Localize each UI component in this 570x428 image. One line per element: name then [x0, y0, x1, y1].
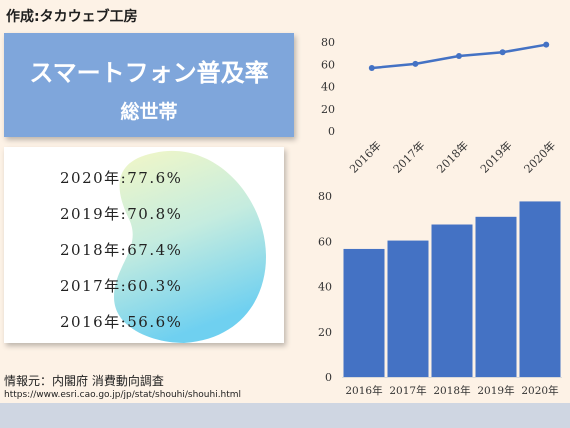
bar	[343, 248, 385, 377]
y-tick-label: 0	[325, 371, 332, 384]
bar	[475, 216, 517, 377]
x-tick-label: 2017年	[389, 384, 426, 397]
y-tick-label: 0	[328, 125, 335, 138]
y-tick-label: 40	[321, 81, 335, 94]
value-row-2020: 2020年:77.6%	[60, 169, 183, 187]
x-tick-label: 2017年	[390, 138, 427, 175]
value-row-2019: 2019年:70.8%	[60, 205, 183, 223]
x-tick-label: 2019年	[477, 384, 514, 397]
value-row-2017: 2017年:60.3%	[60, 277, 183, 295]
bar	[387, 240, 429, 377]
x-tick-label: 2020年	[521, 138, 558, 175]
y-tick-label: 60	[321, 58, 335, 71]
y-tick-label: 60	[318, 235, 332, 248]
bar	[431, 224, 473, 377]
bar	[519, 201, 561, 377]
x-tick-label: 2020年	[521, 384, 558, 397]
source-label: 情報元：内閣府 消費動向調査	[4, 374, 164, 388]
line-point	[368, 65, 375, 72]
x-tick-label: 2019年	[477, 138, 514, 175]
x-tick-label: 2018年	[434, 138, 471, 175]
bar-chart: 0 20 40 60 80 2016年 2017年 2018年 2019年 2020年	[318, 190, 562, 397]
credit-label: 作成:タカウェブ工房	[6, 9, 138, 25]
sub-title: 総世帯	[120, 101, 178, 123]
y-tick-label: 20	[321, 103, 335, 116]
x-tick-label: 2018年	[433, 384, 470, 397]
title-panel: スマートフォン普及率 総世帯	[4, 33, 294, 137]
y-tick-label: 40	[318, 281, 332, 294]
x-tick-label: 2016年	[346, 138, 383, 175]
values-panel: 2020年:77.6% 2019年:70.8% 2018年:67.4% 2017…	[4, 147, 284, 343]
main-title: スマートフォン普及率	[29, 59, 269, 87]
y-tick-label: 20	[318, 326, 332, 339]
source-url: https://www.esri.cao.go.jp/jp/stat/shouh…	[4, 390, 242, 400]
x-tick-label: 2016年	[345, 384, 382, 397]
bottom-band	[0, 403, 570, 428]
line-point	[412, 60, 419, 67]
decorative-gradient-blob	[114, 150, 266, 343]
value-row-2016: 2016年:56.6%	[60, 313, 183, 331]
value-row-2018: 2018年:67.4%	[60, 241, 183, 259]
y-tick-label: 80	[318, 190, 332, 203]
line-point	[543, 41, 550, 48]
line-point	[499, 49, 506, 56]
line-point	[456, 53, 462, 60]
y-tick-label: 80	[321, 36, 335, 49]
line-chart: 0 20 40 60 80 2016年 2017年 2018年 2019年 2020年	[321, 36, 558, 176]
